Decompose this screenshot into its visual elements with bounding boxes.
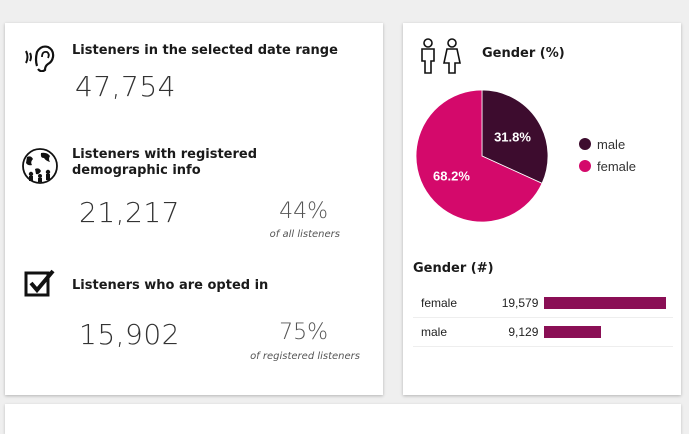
- registered-percent: 44%: [279, 199, 328, 224]
- male-female-icon: [421, 38, 461, 74]
- date-range-title: Listeners in the selected date range: [72, 43, 338, 58]
- registered-percent-caption: of all listeners: [269, 229, 340, 240]
- row-count-male: 9,129: [478, 317, 543, 347]
- pie-label-female: 68.2%: [433, 169, 470, 184]
- table-row: male 9,129: [413, 317, 673, 347]
- pie-slice-female: [415, 89, 543, 223]
- opted-in-percent-caption: of registered listeners: [250, 351, 360, 362]
- legend-label-female: female: [597, 158, 637, 174]
- row-label-female: female: [413, 289, 479, 318]
- pie-label-male: 31.8%: [494, 129, 531, 144]
- gender-count-title: Gender (#): [413, 261, 494, 276]
- legend-item-male: male: [579, 133, 636, 155]
- gender-card: Gender (%) 31.8% 68.2% male female Gender…: [403, 23, 681, 395]
- opted-in-percent: 75%: [279, 320, 328, 345]
- gender-percent-title: Gender (%): [482, 46, 565, 61]
- row-count-female: 19,579: [478, 289, 543, 318]
- bar-male: [544, 326, 602, 338]
- legend-swatch-female: [579, 160, 591, 172]
- legend-item-female: female: [579, 155, 636, 177]
- opted-in-title: Listeners who are opted in: [72, 278, 269, 293]
- next-card-strip: [5, 404, 681, 434]
- registered-title: Listeners with registered demographic in…: [72, 147, 258, 178]
- legend-swatch-male: [579, 138, 591, 150]
- pie-slice-male: [481, 89, 549, 184]
- registered-value: 21,217: [79, 196, 180, 229]
- gender-pie-chart: 31.8% 68.2%: [415, 89, 549, 223]
- bar-female: [544, 297, 667, 309]
- ear-icon: [25, 45, 55, 72]
- row-label-male: male: [413, 317, 479, 347]
- bar-cell-female: [542, 289, 673, 318]
- opted-in-value: 15,902: [79, 318, 180, 351]
- table-row: female 19,579: [413, 289, 673, 318]
- globe-people-icon: [22, 148, 58, 184]
- checkbox-checked-icon: [24, 269, 55, 297]
- gender-legend: male female: [579, 133, 636, 177]
- bar-cell-male: [542, 317, 673, 347]
- listeners-card: Listeners in the selected date range 47,…: [5, 23, 383, 395]
- date-range-value: 47,754: [75, 70, 176, 103]
- legend-label-male: male: [597, 136, 626, 152]
- gender-count-table: female 19,579 male 9,129: [413, 289, 673, 347]
